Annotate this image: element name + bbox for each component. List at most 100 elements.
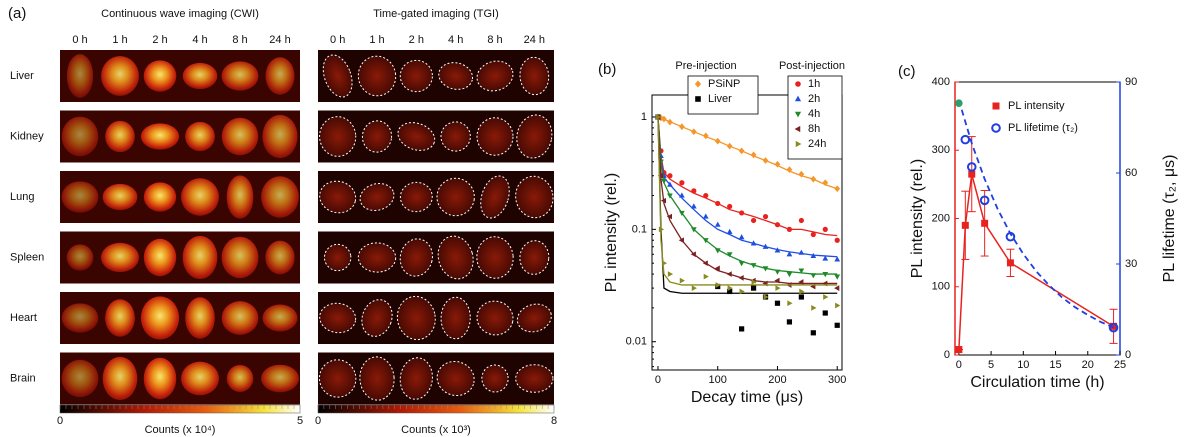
- legend-label: 24h: [808, 138, 826, 150]
- organ-image: [102, 356, 138, 401]
- organ-outline: [476, 117, 514, 156]
- organ-image: [143, 60, 177, 92]
- legend-title: Post-injection: [779, 60, 845, 72]
- marker: [655, 114, 662, 120]
- marker: [774, 160, 781, 168]
- time-label: 2 h: [152, 34, 167, 46]
- time-label: 0 h: [330, 34, 345, 46]
- marker: [679, 192, 685, 198]
- marker: [774, 222, 781, 228]
- marker: [657, 172, 664, 179]
- image-strip: [318, 50, 554, 102]
- organ-outline: [399, 181, 433, 213]
- marker: [727, 203, 733, 210]
- marker: [751, 279, 757, 285]
- organ-outline: [399, 238, 433, 277]
- marker: [727, 288, 733, 295]
- y-tick-label: 100: [932, 281, 950, 293]
- legend-label: 4h: [808, 108, 820, 120]
- organ-image: [102, 183, 138, 211]
- marker: [834, 256, 841, 262]
- x-axis-label: Circulation time (h): [970, 374, 1104, 391]
- marker: [786, 226, 793, 232]
- organ-outline: [515, 175, 554, 219]
- marker: [661, 115, 667, 123]
- organ-outline: [359, 183, 395, 211]
- legend-marker: [794, 125, 801, 133]
- fit-line: [657, 116, 838, 294]
- organ-outline: [440, 121, 471, 152]
- organ-image: [101, 56, 139, 96]
- organ-image: [61, 181, 99, 213]
- marker: [811, 305, 817, 311]
- y-tick-label: 400: [932, 76, 950, 88]
- organ-label: Kidney: [10, 130, 44, 142]
- marker: [661, 178, 667, 185]
- marker: [981, 219, 989, 227]
- legend-label: PL lifetime (τ₂): [1008, 122, 1078, 134]
- x-tick-label: 0: [655, 374, 661, 386]
- marker: [750, 263, 757, 269]
- marker: [667, 173, 673, 179]
- marker: [762, 266, 769, 272]
- marker: [979, 195, 990, 206]
- marker: [658, 226, 665, 233]
- marker: [750, 151, 757, 159]
- x-tick-label: 0: [956, 359, 962, 371]
- image-strip: [60, 292, 300, 344]
- organ-image: [265, 240, 295, 275]
- organ-image: [226, 175, 254, 219]
- marker: [726, 228, 733, 234]
- organ-outline: [399, 357, 433, 400]
- legend-label: Liver: [708, 93, 732, 105]
- colorbar-min: 0: [57, 415, 63, 427]
- marker: [798, 217, 804, 224]
- marker: [798, 279, 804, 285]
- time-label: 0 h: [72, 34, 87, 46]
- marker: [822, 271, 829, 278]
- legend-label: PSiNP: [708, 78, 740, 90]
- organ-image: [265, 57, 295, 95]
- organ-image: [262, 304, 298, 332]
- marker: [1108, 322, 1119, 333]
- y2-tick-label: 30: [1125, 258, 1137, 270]
- time-label: 24 h: [269, 34, 290, 46]
- cwi-title: Continuous wave imaging (CWI): [101, 8, 259, 20]
- marker: [667, 271, 674, 277]
- organ-image: [101, 242, 139, 273]
- x-axis-label: Decay time (μs): [691, 389, 803, 406]
- marker: [679, 210, 685, 217]
- time-label: 4 h: [192, 34, 207, 46]
- marker: [750, 240, 757, 246]
- organ-outline: [481, 364, 509, 393]
- organ-outline: [399, 59, 433, 93]
- marker: [961, 221, 969, 229]
- marker: [798, 268, 805, 274]
- organ-outline: [519, 56, 550, 96]
- marker: [822, 179, 829, 187]
- organ-outline: [437, 235, 474, 280]
- y-tick-label: 1: [641, 111, 647, 123]
- legend-title: Pre-injection: [675, 60, 736, 72]
- organ-outline: [516, 303, 552, 333]
- marker: [714, 137, 721, 145]
- image-strip: [60, 231, 300, 284]
- legend-label: 1h: [808, 78, 820, 90]
- marker: [786, 251, 793, 257]
- marker: [955, 99, 963, 108]
- marker: [774, 247, 781, 253]
- marker: [810, 330, 816, 336]
- marker: [714, 221, 721, 227]
- marker: [727, 285, 733, 291]
- marker: [691, 188, 697, 194]
- legend-marker: [795, 81, 801, 87]
- marker: [762, 213, 769, 220]
- marker: [786, 271, 793, 278]
- y2-tick-label: 60: [1125, 167, 1137, 179]
- organ-outline: [319, 116, 357, 157]
- marker: [750, 285, 757, 291]
- organ-image: [140, 123, 180, 150]
- fit-line: [958, 99, 1114, 329]
- marker: [714, 265, 720, 272]
- marker: [834, 285, 840, 291]
